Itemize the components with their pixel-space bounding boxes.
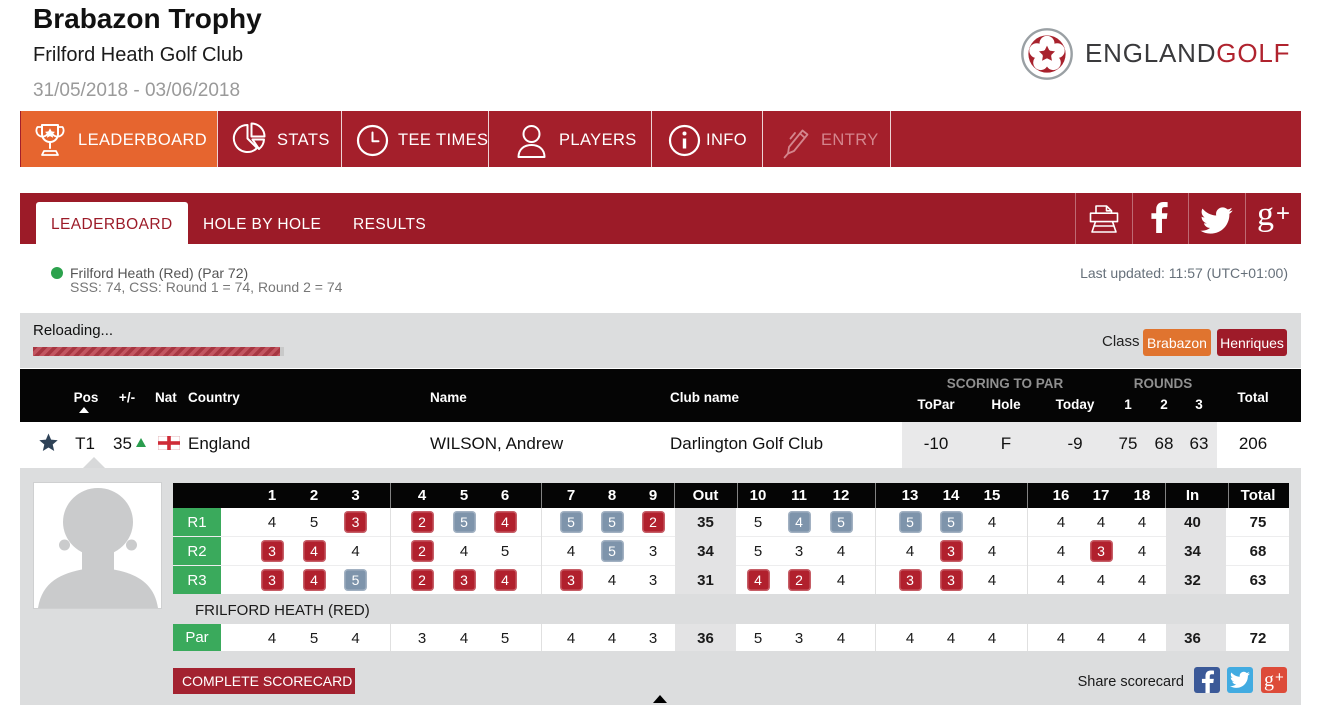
svg-text:+: + (1275, 669, 1284, 686)
svg-text:g: g (1257, 196, 1274, 233)
svg-text:g: g (1264, 669, 1274, 691)
svg-text:+: + (1276, 200, 1290, 227)
